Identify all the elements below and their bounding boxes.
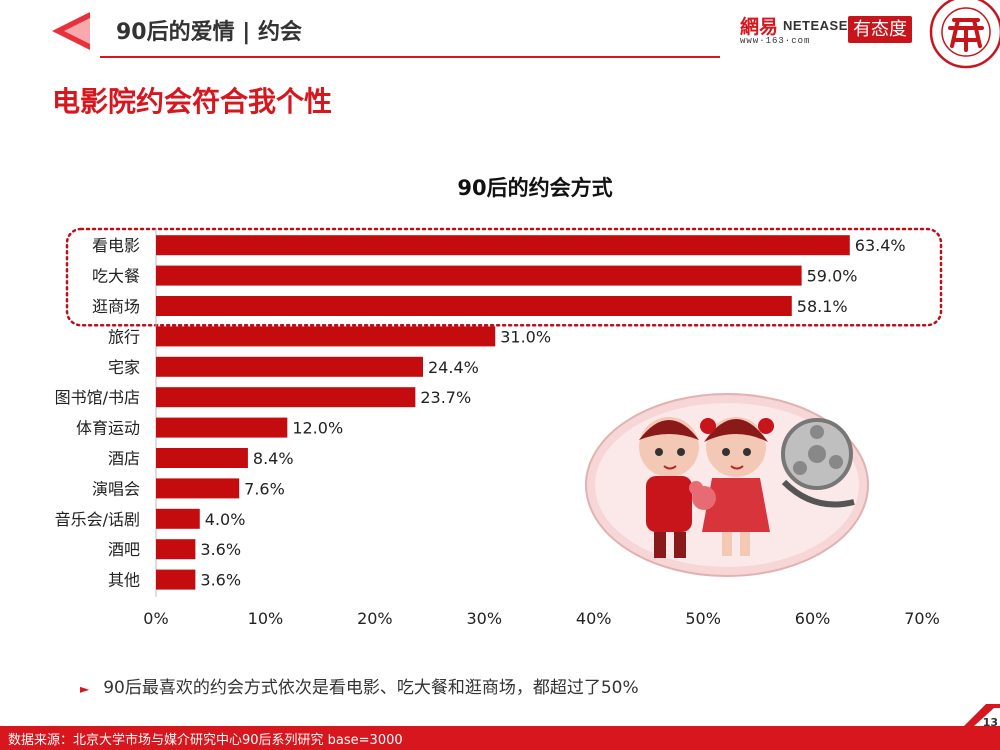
triangle-bullet-icon: ►: [80, 682, 90, 696]
category-label: 酒吧: [108, 540, 140, 559]
category-label: 体育运动: [76, 419, 140, 438]
netease-logo: NETEASE: [783, 18, 848, 33]
value-label: 8.4%: [253, 449, 294, 468]
x-tick-label: 20%: [357, 609, 393, 628]
x-tick-label: 30%: [467, 609, 503, 628]
bar: [156, 265, 802, 286]
header-bar: 90后的爱情 | 约会 網易 NETEASE www·163·com 有态度: [0, 0, 1000, 69]
chart-title: 90后的约会方式: [457, 176, 613, 200]
footer-bar: 数据来源：北京大学市场与媒介研究中心90后系列研究 base=3000 13: [0, 704, 1000, 750]
bar: [156, 296, 792, 316]
category-label: 旅行: [108, 327, 140, 346]
value-label: 7.6%: [244, 479, 285, 498]
page-corner-icon: [964, 704, 1000, 750]
bar: [156, 478, 240, 499]
section-title: 90后的爱情 | 约会: [116, 20, 302, 45]
bar: [156, 235, 850, 256]
summary-bullet: ► 90后最喜欢的约会方式依次是看电影、吃大餐和逛商场，都超过了50%: [80, 673, 639, 698]
bar: [156, 387, 416, 408]
category-label: 酒店: [108, 449, 140, 468]
value-label: 24.4%: [428, 358, 479, 377]
netease-chinese-logo: 網易: [740, 16, 779, 38]
x-tick-label: 70%: [904, 609, 940, 628]
bar: [156, 569, 196, 590]
highlight-box: [65, 227, 943, 327]
youtaidu-logo: 有态度: [848, 16, 912, 43]
category-label: 宅家: [108, 358, 140, 377]
value-label: 4.0%: [205, 510, 246, 529]
x-tick-label: 50%: [685, 609, 721, 628]
x-tick-label: 10%: [248, 609, 284, 628]
netease-url: www·163·com: [740, 36, 811, 46]
value-label: 63.4%: [855, 236, 906, 255]
category-label: 图书馆/书店: [55, 388, 140, 407]
category-label: 看电影: [92, 236, 140, 255]
summary-text: 90后最喜欢的约会方式依次是看电影、吃大餐和逛商场，都超过了50%: [103, 678, 639, 698]
category-label: 逛商场: [92, 297, 140, 316]
bar: [156, 417, 288, 438]
category-label: 吃大餐: [92, 267, 140, 286]
bar: [156, 356, 424, 377]
page-number: 13: [982, 716, 998, 729]
header-divider: [100, 56, 720, 58]
value-label: 23.7%: [420, 388, 471, 407]
x-tick-label: 40%: [576, 609, 612, 628]
category-label: 演唱会: [92, 479, 140, 498]
bar: [156, 539, 196, 560]
value-label: 31.0%: [500, 327, 551, 346]
page-heading: 电影院约会符合我个性: [52, 85, 333, 118]
triangle-decoration-inner-icon: [64, 18, 90, 44]
category-label: 音乐会/话剧: [55, 510, 140, 529]
bar: [156, 448, 248, 468]
value-label: 3.6%: [200, 571, 241, 590]
value-label: 58.1%: [797, 297, 848, 316]
couple-cartoon-illustration: [585, 393, 869, 577]
value-label: 3.6%: [200, 540, 241, 559]
value-label: 59.0%: [807, 267, 858, 286]
x-tick-label: 0%: [143, 609, 168, 628]
value-label: 12.0%: [292, 419, 343, 438]
bar: [156, 508, 200, 529]
bar: [156, 326, 496, 347]
peking-university-seal-icon: [929, 0, 1000, 69]
category-label: 其他: [108, 571, 140, 590]
x-tick-label: 60%: [795, 609, 831, 628]
data-source: 数据来源：北京大学市场与媒介研究中心90后系列研究 base=3000: [8, 733, 403, 748]
